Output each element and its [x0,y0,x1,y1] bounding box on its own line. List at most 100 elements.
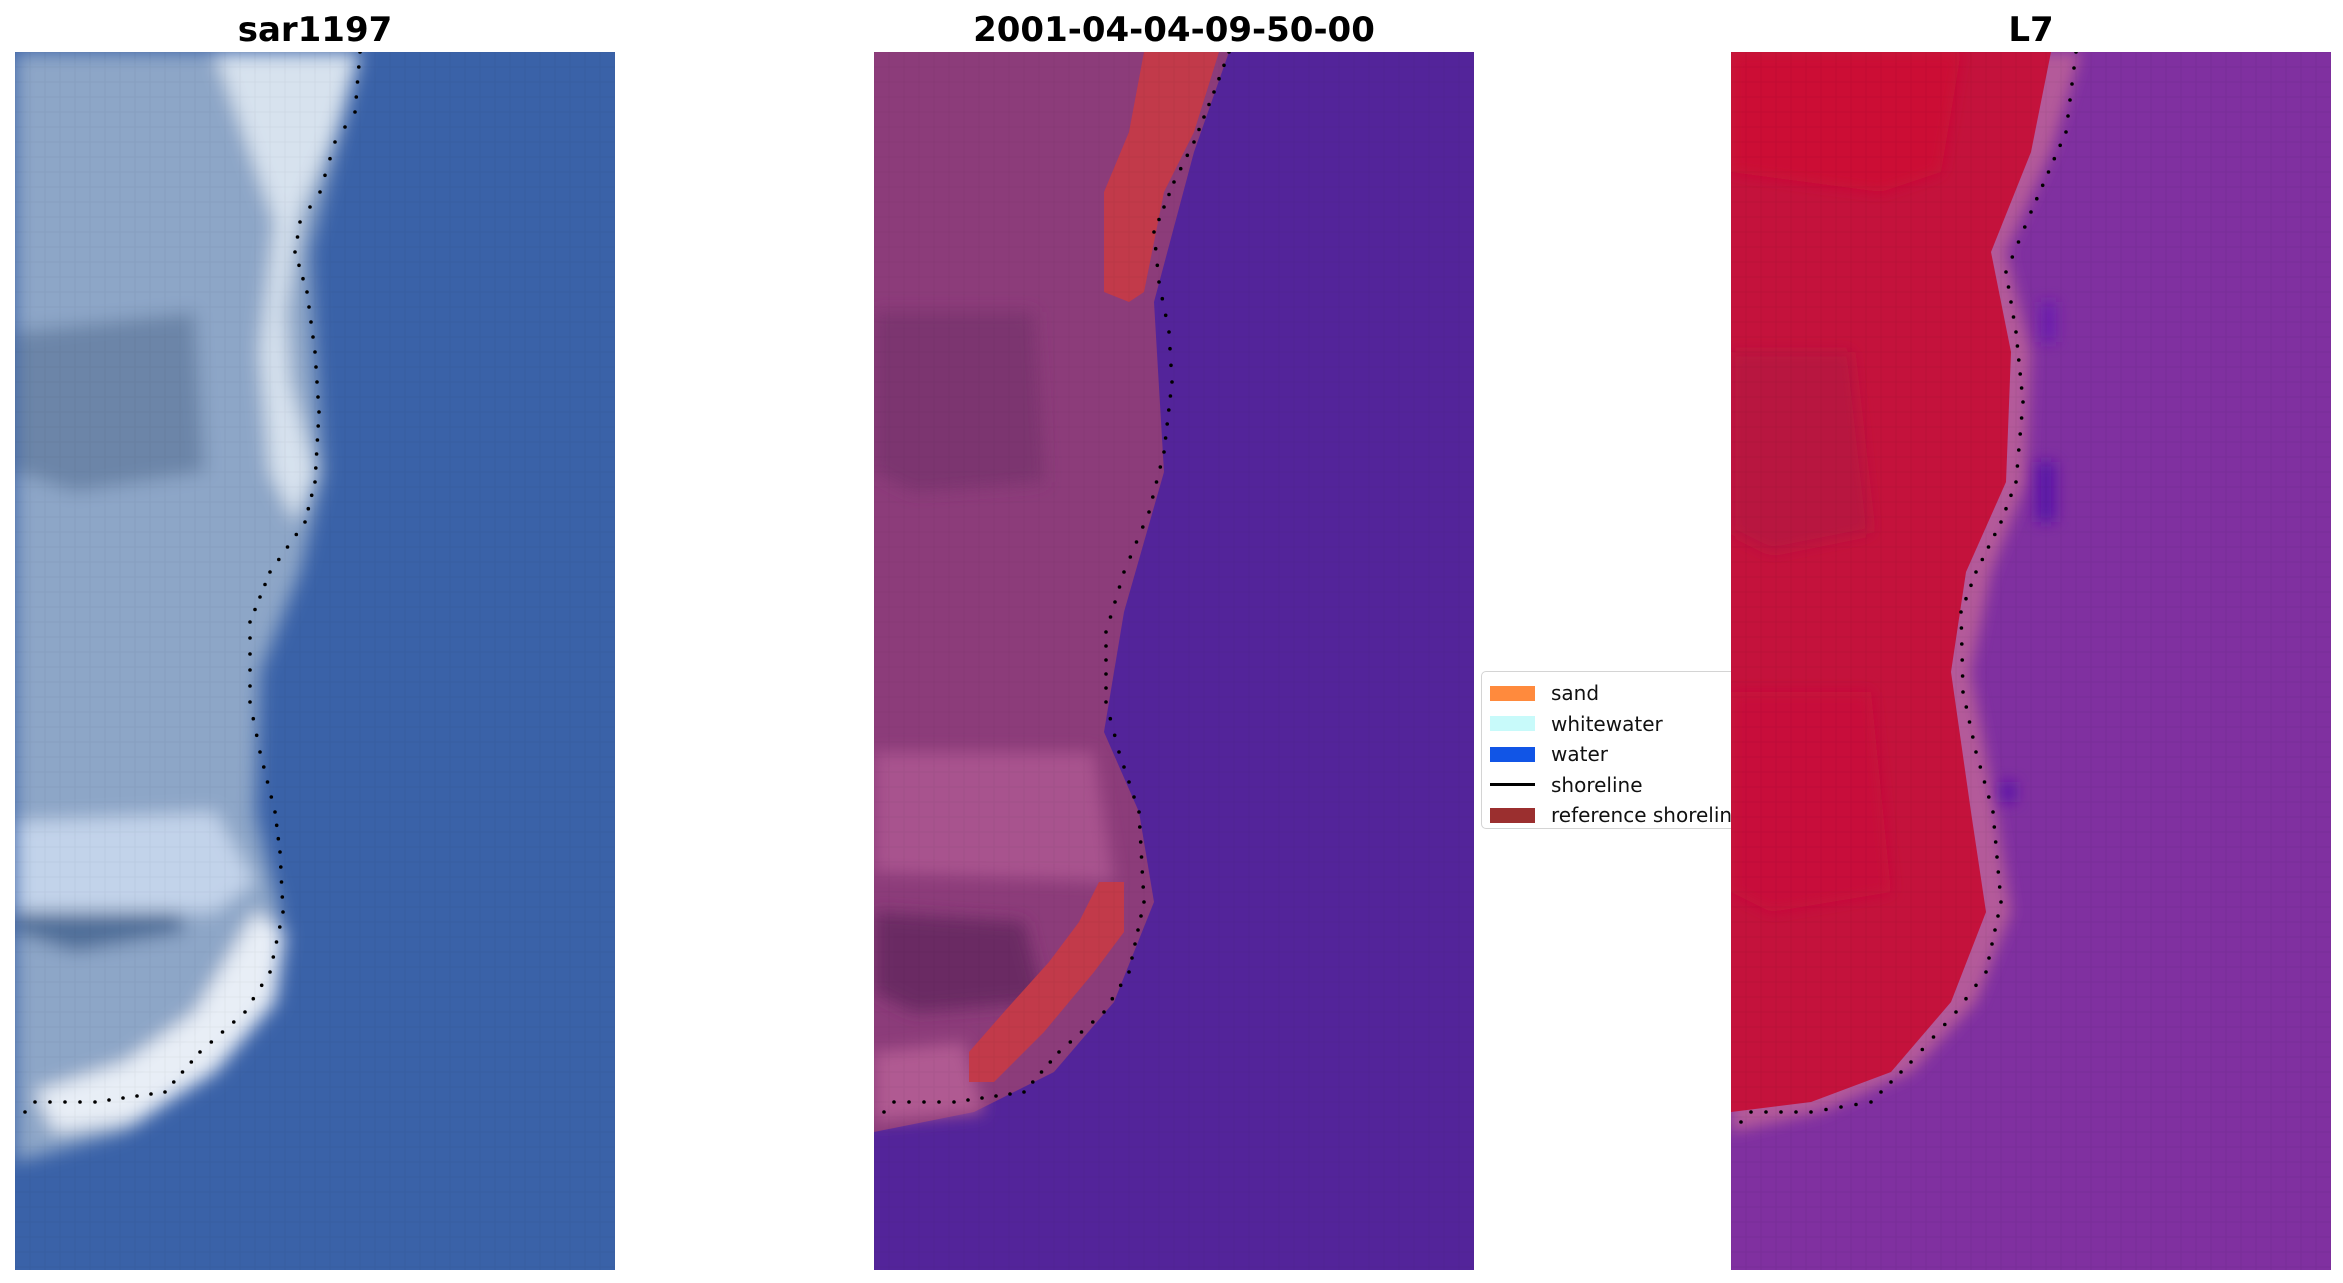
shoreline-dot [280,895,285,899]
shoreline-dot [1978,765,1983,769]
shoreline-dot [317,410,321,414]
shoreline-dot [1974,983,1978,988]
shoreline-dot [294,532,299,537]
shoreline-dot [1104,644,1108,648]
shoreline-dot [1157,217,1161,222]
classified-image-canvas [874,52,1474,1270]
shoreline-dot [313,480,317,484]
shoreline-dot [1212,90,1216,94]
shoreline-dot [1160,296,1165,301]
shoreline-dot [1108,716,1113,721]
shoreline-dot [318,190,322,194]
shoreline-dot [1990,942,1994,946]
water-swatch [1490,746,1535,762]
shoreline-dot [882,1110,886,1114]
shoreline-dot [922,1100,926,1104]
shoreline-dot [1147,510,1151,514]
shoreline-dot [1104,672,1108,676]
shoreline-dot [23,1110,27,1114]
shoreline-dot [980,1096,984,1100]
shoreline-dot [259,983,264,988]
shoreline-dot [2006,285,2011,289]
shoreline-dot [1104,686,1108,690]
shoreline-dot [309,320,313,324]
shoreline-dot [1749,1110,1753,1114]
shoreline-dot [1138,825,1142,829]
shoreline-dot [1999,900,2003,904]
shoreline-dot [1227,52,1231,54]
shoreline-dot [323,173,327,178]
shoreline-dot [1139,914,1143,918]
shoreline-dot [279,865,283,869]
shoreline-dot [1039,1070,1044,1074]
shoreline-dot [232,1020,236,1024]
shoreline-dot [1879,1090,1883,1094]
shoreline-dot [2064,130,2068,134]
shoreline-dot [1993,532,1997,537]
shoreline-dot [1102,1010,1106,1014]
shoreline-dot [1909,1060,1913,1064]
shoreline-dot [2009,493,2013,498]
shoreline-line-swatch [1490,783,1535,787]
shoreline-dot [1128,555,1133,559]
shoreline-dot [1986,545,1991,549]
panel-title-rgb: sar1197 [237,10,393,50]
shoreline-dot [1920,1047,1925,1052]
shoreline-dot [1993,928,1997,932]
shoreline-dot [1136,928,1140,932]
shoreline-dot [1185,153,1190,158]
shoreline-dot [1127,780,1131,784]
shoreline-dot [1824,1107,1828,1112]
shoreline-dot [1008,1092,1012,1096]
legend-item-sand: sand [1490,678,1760,709]
shoreline-dot [1954,1010,1958,1014]
shoreline-dot [1022,1090,1026,1094]
shoreline-dot [1997,885,2002,889]
shoreline-dot [1154,480,1159,484]
shoreline-dot [354,95,359,99]
shoreline-dot [343,125,347,129]
shoreline-dot [297,263,301,268]
shoreline-dot [1222,63,1226,68]
shoreline-dot [1960,658,1964,662]
mndwi-image [1731,52,2331,1270]
shoreline-dot [328,156,332,161]
shoreline-dot [2017,448,2021,452]
shoreline-dot [1964,996,1968,1001]
shoreline-dot [1991,810,1995,814]
shoreline-dot [63,1100,67,1104]
shoreline-dot [2014,480,2018,484]
shoreline-dot [1141,525,1145,529]
shoreline-dot [2004,270,2008,274]
shoreline-dot [966,1098,970,1102]
shoreline-dot [293,250,297,254]
shoreline-dot [1118,983,1123,988]
shoreline-dot [268,570,272,574]
shoreline-dot [107,1098,111,1102]
shoreline-dot [1192,140,1196,144]
shoreline-dot [316,395,320,399]
classified-image [874,52,1474,1270]
shoreline-dot [1155,263,1160,268]
shoreline-dot [1162,205,1166,209]
shoreline-dot [1057,1050,1061,1054]
shoreline-dot [1974,750,1978,754]
legend-item-whitewater: whitewater [1490,709,1760,740]
shoreline-dot [1809,1110,1813,1114]
shoreline-dot [298,220,302,224]
shoreline-dot [1197,127,1201,132]
shoreline-dot [1969,583,1973,588]
shoreline-dot [2035,196,2039,201]
shoreline-dot [2029,210,2033,214]
shoreline-dot [172,1080,176,1084]
shoreline-dot [1869,1100,1873,1104]
shoreline-dot [2016,240,2021,244]
shoreline-dot [1739,1120,1743,1124]
shoreline-dot [33,1100,37,1104]
legend: sand whitewater water shoreline referenc… [1481,671,1761,829]
shoreline-dot [2058,143,2062,148]
shoreline-dot [358,52,362,54]
shoreline-dot [2015,464,2020,468]
shoreline-trace [882,52,1231,1114]
shoreline-dot [189,1060,194,1064]
